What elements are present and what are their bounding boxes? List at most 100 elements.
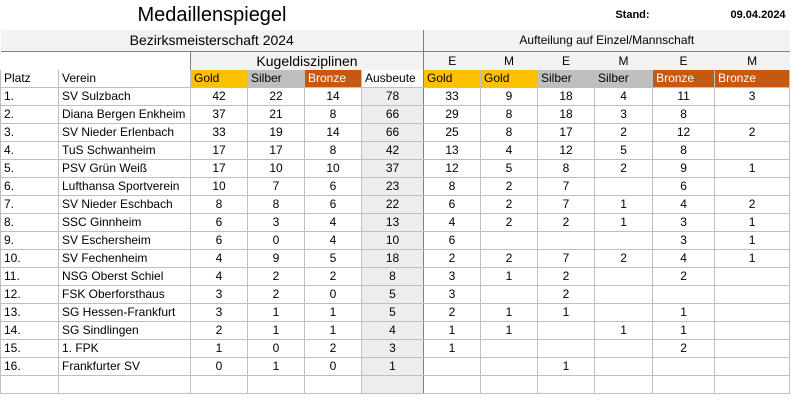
bronze-mannschaft-cell [714, 177, 791, 196]
gold-einzel-cell: 3 [423, 285, 482, 304]
platz-cell: 13. [0, 303, 59, 322]
bronze-mannschaft-cell: 3 [714, 87, 791, 106]
silver-mannschaft-cell: 1 [594, 213, 654, 232]
bronze-total-cell: 1 [304, 303, 362, 322]
ausbeute-total-cell: 37 [361, 159, 425, 178]
bronze-einzel-cell: 8 [652, 105, 716, 124]
column-header: Bronze [714, 70, 791, 88]
table-row: 11. NSG Oberst Schiel 4 2 2 8 3 1 2 2 [0, 267, 791, 286]
bronze-einzel-cell [652, 285, 716, 304]
silver-mannschaft-cell [594, 267, 654, 286]
gold-einzel-cell: 2 [423, 249, 482, 268]
gold-total-cell: 17 [190, 141, 248, 160]
column-header: Silber [594, 70, 654, 88]
em-header: E [537, 51, 595, 70]
gold-mannschaft-cell: 1 [480, 321, 539, 340]
bronze-einzel-cell: 9 [652, 159, 716, 178]
ausbeute-total-cell: 8 [361, 267, 425, 286]
table-row: 3. SV Nieder Erlenbach 33 19 14 66 25 8 17 2 12 2 [0, 123, 791, 142]
silver-mannschaft-cell: 2 [594, 123, 654, 142]
bronze-einzel-cell: 1 [652, 303, 716, 322]
platz-cell: 9. [0, 231, 59, 250]
gold-total-cell: 10 [190, 177, 248, 196]
silver-total-cell: 19 [247, 123, 305, 142]
bronze-total-cell: 6 [304, 177, 362, 196]
bronze-total-cell: 4 [304, 231, 362, 250]
platz-cell [0, 375, 59, 394]
bronze-einzel-cell: 2 [652, 267, 716, 286]
bronze-mannschaft-cell: 1 [714, 213, 791, 232]
verein-cell: NSG Oberst Schiel [58, 267, 191, 286]
stand-label: Stand: [423, 0, 653, 30]
bronze-mannschaft-cell [714, 105, 791, 124]
gold-total-cell: 3 [190, 303, 248, 322]
bronze-mannschaft-cell [714, 339, 791, 358]
silver-mannschaft-cell: 2 [594, 249, 654, 268]
gold-mannschaft-cell [480, 285, 539, 304]
bronze-total-cell: 6 [304, 195, 362, 214]
silver-einzel-cell: 2 [537, 285, 596, 304]
gold-einzel-cell [423, 375, 482, 394]
silver-mannschaft-cell [594, 177, 654, 196]
gold-mannschaft-cell: 5 [480, 159, 539, 178]
gold-mannschaft-cell: 2 [480, 249, 539, 268]
gold-total-cell: 6 [190, 213, 248, 232]
verein-cell: Frankfurter SV [58, 357, 191, 376]
column-header: Gold [423, 70, 482, 88]
silver-mannschaft-cell: 3 [594, 105, 654, 124]
gold-einzel-cell: 8 [423, 177, 482, 196]
em-header: E [423, 51, 481, 70]
table-row: 7. SV Nieder Eschbach 8 8 6 22 6 2 7 1 4 2 [0, 195, 791, 214]
table-row: 2. Diana Bergen Enkheim 37 21 8 66 29 8 18 3 8 [0, 105, 791, 124]
silver-total-cell: 17 [247, 141, 305, 160]
em-header: M [480, 51, 538, 70]
ausbeute-total-cell: 13 [361, 213, 425, 232]
bronze-einzel-cell: 1 [652, 321, 716, 340]
silver-total-cell: 22 [247, 87, 305, 106]
gold-einzel-cell: 3 [423, 267, 482, 286]
silver-total-cell: 8 [247, 195, 305, 214]
gold-einzel-cell: 6 [423, 195, 482, 214]
bronze-total-cell: 5 [304, 249, 362, 268]
silver-einzel-cell: 8 [537, 159, 596, 178]
gold-einzel-cell: 2 [423, 303, 482, 322]
bronze-mannschaft-cell [714, 303, 791, 322]
gold-total-cell: 4 [190, 267, 248, 286]
gold-total-cell: 1 [190, 339, 248, 358]
gold-total-cell: 37 [190, 105, 248, 124]
gold-mannschaft-cell [480, 357, 539, 376]
silver-total-cell: 1 [247, 303, 305, 322]
bronze-total-cell: 2 [304, 339, 362, 358]
ausbeute-total-cell: 5 [361, 285, 425, 304]
ausbeute-total-cell: 1 [361, 357, 425, 376]
bronze-total-cell [304, 375, 362, 394]
silver-mannschaft-cell: 1 [594, 321, 654, 340]
ausbeute-total-cell: 18 [361, 249, 425, 268]
silver-total-cell: 0 [247, 231, 305, 250]
column-header: Bronze [652, 70, 716, 88]
silver-mannschaft-cell: 5 [594, 141, 654, 160]
verein-cell: PSV Grün Weiß [58, 159, 191, 178]
silver-mannschaft-cell [594, 303, 654, 322]
ausbeute-total-cell: 5 [361, 303, 425, 322]
ausbeute-total-cell: 3 [361, 339, 425, 358]
silver-einzel-cell: 7 [537, 249, 596, 268]
silver-einzel-cell [537, 321, 596, 340]
platz-cell: 1. [0, 87, 59, 106]
silver-total-cell: 1 [247, 357, 305, 376]
silver-total-cell: 9 [247, 249, 305, 268]
bronze-einzel-cell: 6 [652, 177, 716, 196]
gold-mannschaft-cell: 1 [480, 267, 539, 286]
column-header: Platz [0, 70, 59, 88]
verein-cell: SV Nieder Eschbach [58, 195, 191, 214]
verein-cell: SG Hessen-Frankfurt [58, 303, 191, 322]
platz-cell: 4. [0, 141, 59, 160]
platz-cell: 16. [0, 357, 59, 376]
silver-total-cell: 0 [247, 339, 305, 358]
verein-cell: SV Fechenheim [58, 249, 191, 268]
ausbeute-total-cell: 66 [361, 123, 425, 142]
bronze-einzel-cell: 3 [652, 213, 716, 232]
ausbeute-total-cell: 42 [361, 141, 425, 160]
column-header: Silber [247, 70, 305, 88]
